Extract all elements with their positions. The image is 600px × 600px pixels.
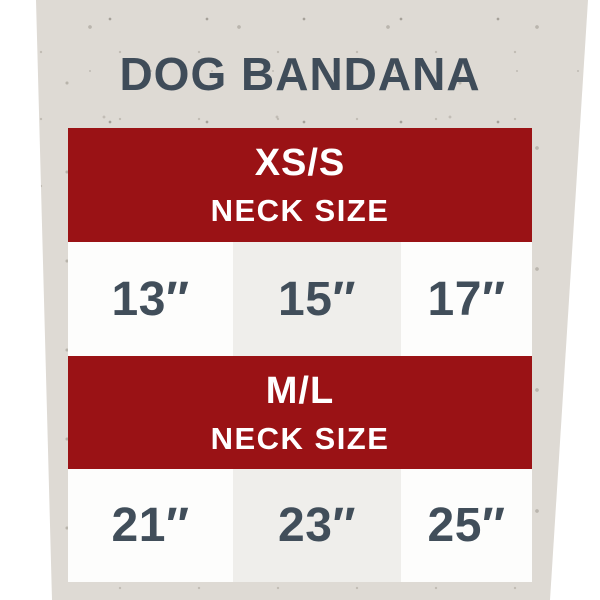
size-section-header-m-l: M/L NECK SIZE xyxy=(68,356,532,469)
measurement-row-m-l: 21″ 23″ 25″ xyxy=(68,469,532,582)
size-chart-table: XS/S NECK SIZE 13″ 15″ 17″ M/L NECK SIZE… xyxy=(68,128,532,582)
size-label-m-l: M/L xyxy=(265,369,335,412)
neck-size-cell-15: 15″ xyxy=(233,242,401,356)
size-section-header-xs-s: XS/S NECK SIZE xyxy=(68,128,532,242)
measurement-row-xs-s: 13″ 15″ 17″ xyxy=(68,242,532,356)
neck-size-cell-17: 17″ xyxy=(401,242,532,356)
size-label-xs-s: XS/S xyxy=(254,142,346,184)
neck-size-cell-25: 25″ xyxy=(401,469,532,582)
neck-size-cell-23: 23″ xyxy=(233,469,401,582)
neck-size-cell-21: 21″ xyxy=(68,469,233,582)
neck-size-cell-13: 13″ xyxy=(68,242,233,356)
neck-size-label-xs-s: NECK SIZE xyxy=(210,193,390,228)
neck-size-label-m-l: NECK SIZE xyxy=(210,420,390,456)
page-title: DOG BANDANA xyxy=(119,48,481,100)
